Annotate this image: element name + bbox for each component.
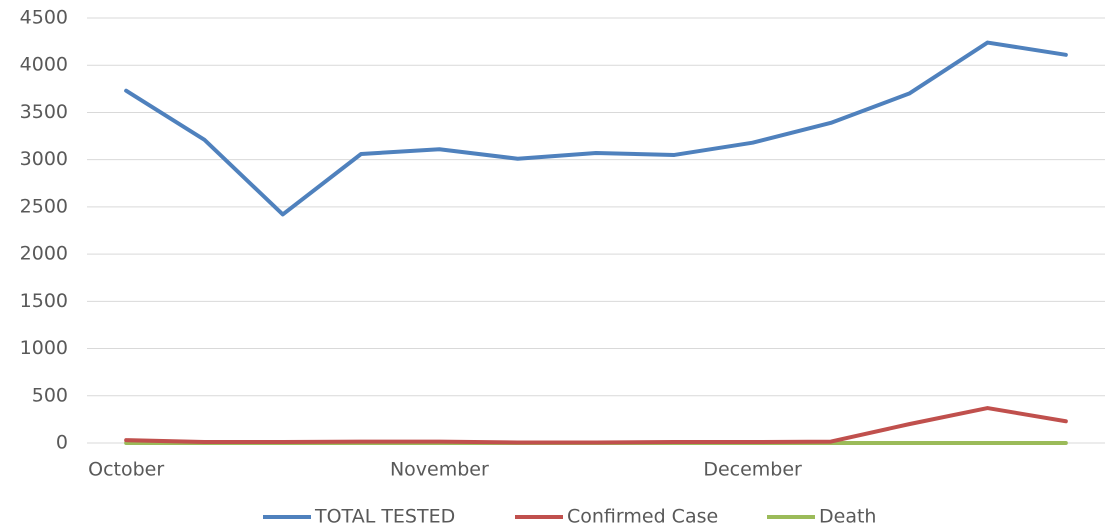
y-tick-label: 4000 [20, 54, 68, 76]
y-tick-label: 1000 [20, 337, 68, 359]
y-tick-label: 2000 [20, 243, 68, 265]
y-tick-label: 3500 [20, 101, 68, 123]
legend-label: TOTAL TESTED [314, 506, 455, 528]
series-line [124, 40, 1068, 217]
y-tick-label: 500 [32, 384, 68, 406]
x-tick-label: December [703, 459, 802, 481]
y-tick-label: 1500 [20, 290, 68, 312]
y-tick-label: 3000 [20, 148, 68, 170]
x-tick-label: November [390, 459, 489, 481]
y-tick-label: 4500 [20, 7, 68, 29]
x-tick-label: October [88, 459, 164, 481]
y-tick-label: 2500 [20, 195, 68, 217]
legend-label: Death [819, 506, 876, 528]
series-line [124, 406, 1068, 445]
y-tick-label: 0 [56, 432, 68, 454]
legend-label: Confirmed Case [567, 506, 718, 528]
